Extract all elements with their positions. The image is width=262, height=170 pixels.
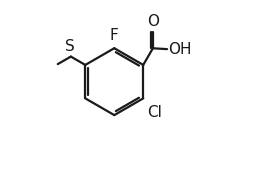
Text: OH: OH <box>168 42 192 57</box>
Text: F: F <box>110 28 119 43</box>
Text: O: O <box>147 14 159 29</box>
Text: Cl: Cl <box>147 105 162 120</box>
Text: S: S <box>65 39 74 54</box>
